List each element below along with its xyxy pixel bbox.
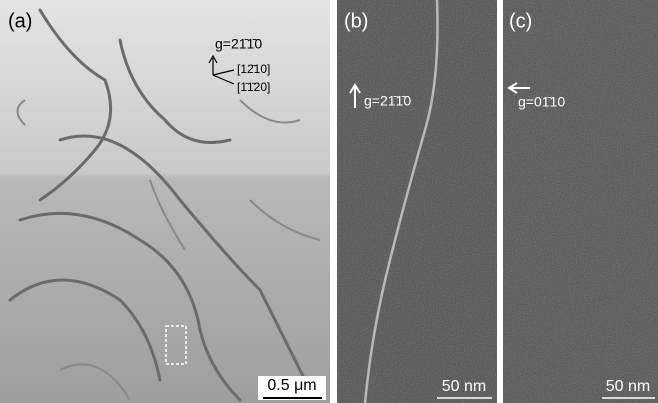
g-vector: g=01̄10 <box>518 94 565 110</box>
panel-b: (b) g=21̄1̄0 50 nm <box>337 0 497 403</box>
panel-label: (a) <box>8 10 32 32</box>
direction-label: [1̄1̄20] <box>237 80 270 94</box>
panel-a: (a) g=21̄1̄0 [12̄10] [1̄1̄20] 0.5 μm <box>0 0 330 403</box>
noise <box>337 0 497 403</box>
scale-bar-label: 50 nm <box>606 378 650 395</box>
micrograph-a <box>0 0 330 403</box>
g-vector: g=21̄1̄0 <box>215 36 262 52</box>
scale-bar-label: 50 nm <box>442 378 486 395</box>
panel-label: (c) <box>509 10 532 32</box>
figure: (a) g=21̄1̄0 [12̄10] [1̄1̄20] 0.5 μm (b)… <box>0 0 658 403</box>
g-vector: g=21̄1̄0 <box>364 93 411 109</box>
direction-label: [12̄10] <box>237 62 270 76</box>
panel-c: (c) g=01̄10 50 nm <box>503 0 658 403</box>
panel-label: (b) <box>344 10 368 32</box>
noise <box>503 0 658 403</box>
scale-bar-label: 0.5 μm <box>267 377 316 394</box>
